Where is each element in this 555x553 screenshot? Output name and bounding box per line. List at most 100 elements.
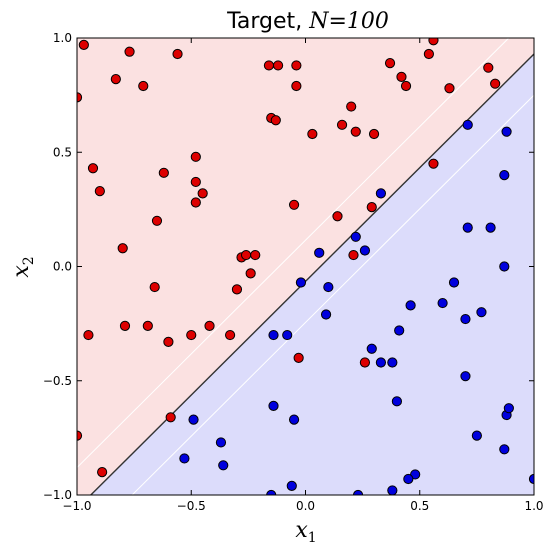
blue-data-point [405,300,416,311]
red-data-point [224,329,236,341]
blue-data-point [499,261,510,272]
x-axis-ticks: −1.0 −0.5 0.0 0.5 1.0 [62,38,544,513]
red-data-point [384,58,396,69]
chart-title-math: N=100 [308,9,389,34]
blue-data-point [188,414,199,425]
blue-data-point [476,307,487,318]
blue-data-point [218,460,229,471]
blue-data-point [375,357,387,368]
red-data-point [366,201,377,213]
red-region [77,38,534,495]
blue-data-point [485,222,496,233]
blue-data-point [448,277,460,288]
x-axis-label-main: x [295,518,308,543]
blue-data-point [403,473,414,485]
margin-line-upper [77,38,510,468]
blue-data-point [394,325,405,336]
red-data-point [444,83,455,94]
red-data-point [250,249,261,261]
red-data-point [190,151,201,162]
blue-data-point [499,170,510,181]
x-axis-label-sub: 1 [308,530,317,546]
margin-line-lower [131,94,534,495]
blue-data-point [460,371,471,382]
blue-data-point [366,343,377,354]
red-data-point [346,101,357,112]
red-data-point [428,158,439,169]
x-tick-label: −1.0 [62,499,91,513]
red-data-point [165,412,176,423]
red-data-point [204,320,215,332]
red-data-point [400,80,412,92]
red-data-point [359,357,371,368]
x-tick-label: 1.0 [524,499,543,513]
blue-data-point [528,473,534,485]
x-axis-label: x1 [295,518,316,546]
blue-data-point [471,430,482,441]
blue-data-point [462,119,473,130]
blue-data-point [375,188,387,199]
blue-data-point [387,357,398,368]
blue-data-point [391,396,402,407]
red-data-point [396,71,407,82]
red-data-point [83,329,94,341]
red-data-point [158,167,169,178]
blue-data-point [350,231,361,242]
blue-data-point [314,247,325,258]
red-data-point [142,320,153,332]
x-tick-label: 0.5 [410,499,429,513]
red-data-point [490,78,501,89]
blue-data-point [268,329,279,341]
blue-data-point [215,437,227,448]
red-data-point [190,176,201,188]
blue-data-point [387,485,398,495]
blue-data-point [323,281,334,293]
red-data-point [288,199,300,210]
red-data-point [163,336,174,348]
red-data-point [231,284,243,295]
blue-data-point [437,297,448,309]
blue-data-point [179,453,190,464]
red-data-point [186,329,197,341]
y-axis-label-main: x [9,265,34,278]
red-data-point [291,80,302,92]
chart-title: Target, N=100 [226,9,389,34]
red-data-point [190,197,201,208]
y-tick-label: 0.0 [53,260,72,274]
blue-data-point [295,277,307,288]
red-data-point [97,467,108,478]
blue-data-point [501,126,512,137]
red-data-point [263,60,275,71]
red-data-point [110,74,121,85]
y-axis-label: x2 [9,256,37,277]
blue-data-point [320,309,332,320]
red-data-point [272,60,284,71]
red-data-point [172,48,183,60]
red-data-point [124,46,135,57]
x-tick-label: −0.5 [177,499,206,513]
red-data-point [368,128,380,140]
red-data-point [350,126,361,137]
red-data-point [197,188,208,199]
red-data-point [428,38,439,46]
red-data-point [119,320,131,332]
blue-data-point [460,313,471,325]
red-data-point [245,268,256,279]
red-data-point [138,80,149,92]
blue-data-point [503,403,514,414]
red-data-point [483,62,494,73]
red-data-point [332,211,343,222]
chart-title-text: Target, [226,9,309,34]
y-tick-label: 0.5 [53,145,72,159]
blue-data-point [286,480,297,491]
red-data-point [293,352,304,363]
red-data-point [291,60,302,71]
plot-area [77,38,534,495]
y-tick-label: −0.5 [43,374,72,388]
red-data-point [87,163,99,174]
red-data-point [336,119,348,130]
y-tick-label: 1.0 [53,31,72,45]
red-data-point [151,215,163,226]
blue-data-point [359,245,371,256]
red-data-point [149,281,160,293]
